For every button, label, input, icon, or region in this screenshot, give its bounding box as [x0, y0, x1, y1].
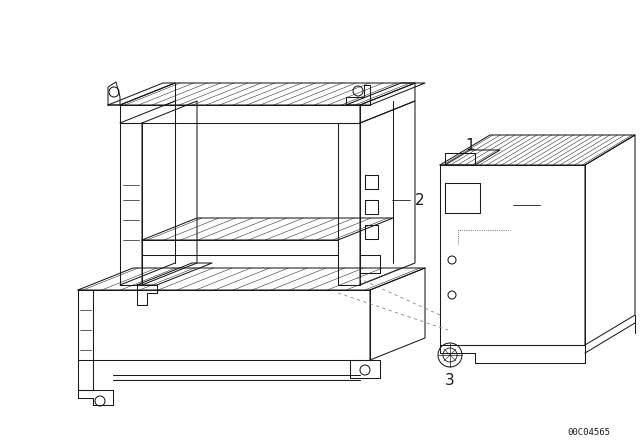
- Text: 1: 1: [465, 138, 475, 152]
- Text: 3: 3: [445, 372, 455, 388]
- Text: 00C04565: 00C04565: [567, 427, 610, 436]
- Text: 2: 2: [415, 193, 425, 207]
